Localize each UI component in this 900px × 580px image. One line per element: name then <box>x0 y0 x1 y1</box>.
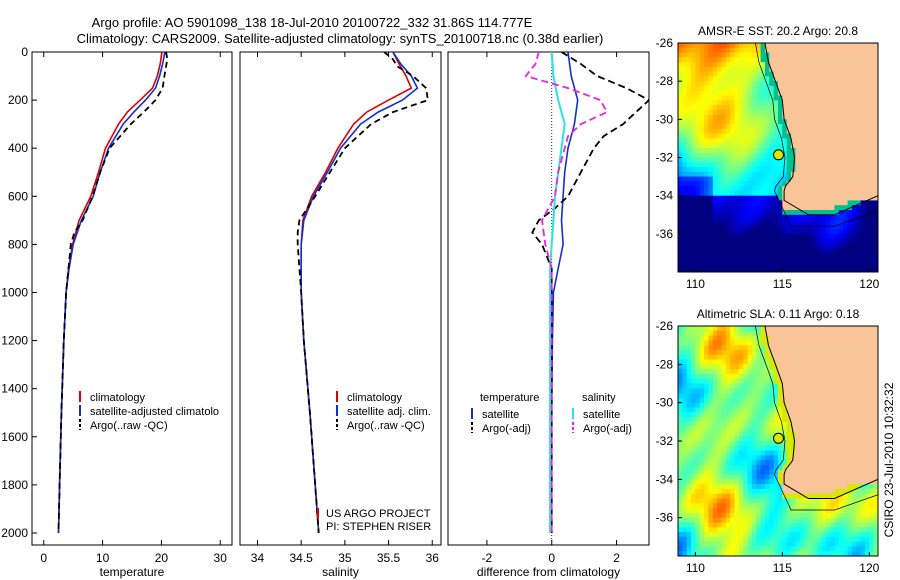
sla-map-y-tick-label: -30 <box>656 396 674 410</box>
sla-map-title: Altimetric SLA: 0.11 Argo: 0.18 <box>697 307 860 321</box>
sst-map-isobath <box>755 43 878 227</box>
temp-y-tick-label: 1000 <box>1 285 28 299</box>
sal-legend-label: Argo(..raw -QC) <box>347 420 425 432</box>
temp-y-tick-label: 1400 <box>1 382 28 396</box>
sst-map-x-tick-label: 120 <box>859 277 879 291</box>
diff-legend-label: Argo(-adj) <box>482 423 531 435</box>
temp-series-group <box>57 52 169 534</box>
sla-map-y-tick-label: -26 <box>656 319 674 333</box>
temp-plot-frame <box>31 51 233 546</box>
sal-series-group <box>296 52 429 534</box>
sst-map-panel: AMSR-E SST: 20.2 Argo: 20.8 110 115 120 -36 -… <box>656 24 880 291</box>
temp-x-tick-label: 30 <box>214 551 228 565</box>
csiro-timestamp-label: CSIRO 23-Jul-2010 10:32:32 <box>882 382 896 537</box>
sla-map-isobath <box>755 326 878 511</box>
sla-map-profile-marker <box>773 432 784 444</box>
sal-plot-frame <box>239 51 442 546</box>
diff-x-tick-label: 0 <box>548 551 555 565</box>
sal-legend-label: satellite adj. clim. <box>347 406 431 418</box>
sst-map-y-tick-label: -34 <box>656 189 674 203</box>
sal-x-tick-label: 35 <box>338 551 352 565</box>
diff-x-axis-label: difference from climatology <box>477 565 620 579</box>
temp-y-tick-label: 400 <box>8 141 28 155</box>
temp-y-tick-label: 2000 <box>1 526 28 540</box>
sst-map-y-tick-label: -30 <box>656 112 674 126</box>
project-label-line2: PI: STEPHEN RISER <box>326 521 431 533</box>
sla-map-x-tick-label: 110 <box>686 561 705 575</box>
figure-title-line1: Argo profile: AO 5901098_138 18-Jul-2010… <box>92 15 533 30</box>
diff-x-tick-label: -2 <box>482 551 493 565</box>
sst-map-title: AMSR-E SST: 20.2 Argo: 20.8 <box>698 24 858 38</box>
sal-legend-label: climatology <box>347 392 403 404</box>
sst-map-y-tick-label: -32 <box>656 151 674 165</box>
sst-map-y-tick-label: -28 <box>656 74 674 88</box>
diff-legend-header-temperature: temperature <box>480 392 539 404</box>
temp-x-tick-label: 0 <box>40 551 47 565</box>
temp-y-tick-label: 200 <box>8 93 28 107</box>
diff-legend-label: Argo(-adj) <box>583 423 632 435</box>
temp-x-tick-label: 20 <box>155 551 169 565</box>
diff-series-line <box>549 52 566 533</box>
sla-map-panel: Altimetric SLA: 0.11 Argo: 0.18 110 115 120… <box>656 307 880 575</box>
temp-y-tick-label: 1200 <box>1 334 28 348</box>
temp-x-axis-label: temperature <box>100 565 165 579</box>
sla-map-y-tick-label: -34 <box>656 472 674 486</box>
diff-x-tick-label: 2 <box>613 551 620 565</box>
sal-x-tick-label: 34.5 <box>289 551 313 565</box>
temp-y-tick-label: 600 <box>8 189 28 203</box>
temp-legend-label: satellite-adjusted climatolo <box>90 406 219 418</box>
salinity-profile-panel: 34 34.5 35 35.5 36 salinity climatology satelli… <box>239 51 442 579</box>
sst-map-x-tick-label: 115 <box>773 277 792 291</box>
temp-y-tick-label: 1800 <box>1 478 28 492</box>
temperature-profile-panel: 0 10 20 30 0 200 400 600 800 1000 1200 1400 1600 1800… <box>1 45 233 579</box>
temp-legend-label: climatology <box>90 392 146 404</box>
sal-x-axis-label: salinity <box>322 565 359 579</box>
sst-map-y-tick-label: -36 <box>656 227 674 241</box>
sla-map-y-tick-label: -32 <box>656 434 674 448</box>
sst-map-profile-marker <box>773 149 784 161</box>
sst-map-coastline <box>764 43 878 216</box>
temp-y-tick-label: 0 <box>21 45 28 59</box>
diff-legend-label: satellite <box>583 409 620 421</box>
figure-title-line2: Climatology: CARS2009. Satellite-adjuste… <box>77 31 604 46</box>
sla-map-x-tick-label: 115 <box>773 561 792 575</box>
sal-x-tick-label: 35.5 <box>377 551 401 565</box>
temp-y-tick-label: 1600 <box>1 430 28 444</box>
sla-map-coastline <box>764 326 878 499</box>
temp-legend-label: Argo(..raw -QC) <box>90 420 168 432</box>
temp-series-line <box>57 52 169 534</box>
sal-series-line <box>296 52 429 534</box>
temp-y-tick-label: 800 <box>8 237 28 251</box>
sal-x-tick-label: 36 <box>426 551 440 565</box>
sla-map-y-tick-label: -36 <box>656 511 674 525</box>
sst-map-x-tick-label: 110 <box>686 277 705 291</box>
diff-series-line <box>524 52 609 533</box>
sst-map-y-tick-label: -26 <box>656 36 674 50</box>
diff-plot-frame <box>447 51 650 546</box>
project-label-line1: US ARGO PROJECT <box>326 508 431 520</box>
sal-x-tick-label: 34 <box>251 551 265 565</box>
diff-series-group <box>524 52 649 533</box>
temp-x-tick-label: 10 <box>96 551 110 565</box>
diff-legend-header-salinity: salinity <box>582 392 616 404</box>
sla-map-x-tick-label: 120 <box>859 561 879 575</box>
sla-map-y-tick-label: -28 <box>656 357 674 371</box>
sla-map-field <box>678 326 878 556</box>
diff-legend-label: satellite <box>482 409 519 421</box>
